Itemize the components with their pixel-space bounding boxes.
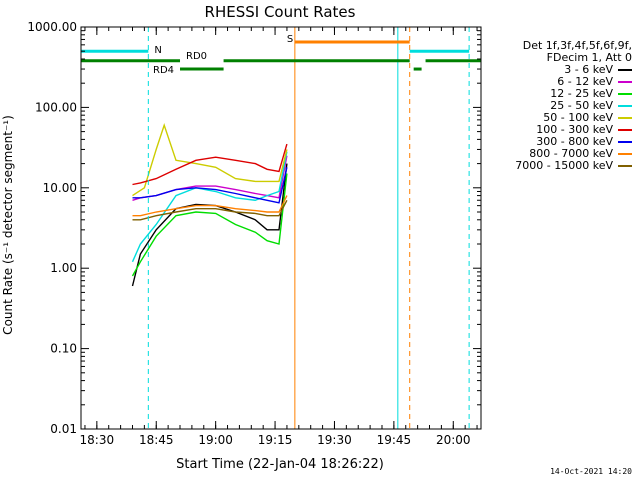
legend-swatch [618,81,632,83]
legend-swatch [618,93,632,95]
y-tick-label: 1000.00 [27,20,77,34]
legend-item: 800 - 7000 keV [492,148,632,160]
legend-label: 7000 - 15000 keV [515,159,613,172]
x-tick-label: 19:15 [258,433,293,447]
y-tick-label: 0.01 [50,422,77,436]
y-tick-label: 10.00 [43,181,77,195]
event-label-0: N [154,45,161,56]
event-label-2: S [287,34,293,45]
legend-label: 3 - 6 keV [564,63,613,76]
legend-item: 12 - 25 keV [492,88,632,100]
legend-item: 100 - 300 keV [492,124,632,136]
x-tick-label: 19:45 [377,433,412,447]
y-tick-label: 1.00 [50,261,77,275]
x-axis-label: Start Time (22-Jan-04 18:26:22) [176,457,384,472]
series-line-2 [131,173,288,277]
legend-label: 300 - 800 keV [536,135,613,148]
x-tick-label: 20:00 [436,433,471,447]
legend-label: 100 - 300 keV [536,123,613,136]
series-line-6 [132,167,288,204]
y-tick-label: 0.10 [50,342,77,356]
legend-label: 50 - 100 keV [543,111,613,124]
y-axis-label: Count Rate (s⁻¹ detector segment⁻¹) [1,115,15,335]
legend-item: 300 - 800 keV [492,136,632,148]
legend-swatch [618,117,632,119]
legend-swatch [618,165,632,167]
series-line-8 [132,199,288,221]
series-line-5 [132,143,288,186]
legend-label: 6 - 12 keV [557,75,613,88]
legend-label: 25 - 50 keV [550,99,613,112]
y-tick-label: 100.00 [35,100,77,114]
series-line-3 [131,151,288,263]
footer-timestamp: 14-Oct-2021 14:20 [550,467,632,476]
legend-item: 3 - 6 keV [492,64,632,76]
legend-swatch [618,129,632,131]
x-tick-label: 18:30 [80,433,115,447]
legend-label: 12 - 25 keV [550,87,613,100]
legend-swatch [618,105,632,107]
legend-header-line-1: Det 1f,3f,4f,5f,6f,9f, [522,39,632,52]
marker-group: N S RD4 RD0 [80,27,481,429]
legend-item: 25 - 50 keV [492,100,632,112]
legend-swatch [618,69,632,71]
legend-item: 6 - 12 keV [492,76,632,88]
legend-item: 50 - 100 keV [492,112,632,124]
x-tick-label: 19:30 [317,433,352,447]
x-tick-label: 18:45 [139,433,174,447]
series-line-4 [132,122,288,197]
event-label-3: RD4 [153,65,174,76]
plot-frame [80,26,482,430]
x-tick-label: 19:00 [198,433,233,447]
series-line-7 [132,195,288,217]
legend-swatch [618,141,632,143]
legend-items: 3 - 6 keV 6 - 12 keV 12 - 25 keV 25 - 50 ke… [492,64,632,172]
event-label-4: RD0 [186,51,207,62]
legend: Det 1f,3f,4f,5f,6f,9f, FDecim 1, Att 0 3… [492,40,632,172]
chart-title: RHESSI Count Rates [205,3,356,21]
legend-swatch [618,153,632,155]
legend-label: 800 - 7000 keV [529,147,613,160]
series-group [131,122,288,287]
legend-item: 7000 - 15000 keV [492,160,632,172]
axes-group: 0.01 0.10 1.00 10.00 100.00 1000.00 18:30 18:45… [27,20,482,447]
legend-header-line-2: FDecim 1, Att 0 [546,51,632,64]
